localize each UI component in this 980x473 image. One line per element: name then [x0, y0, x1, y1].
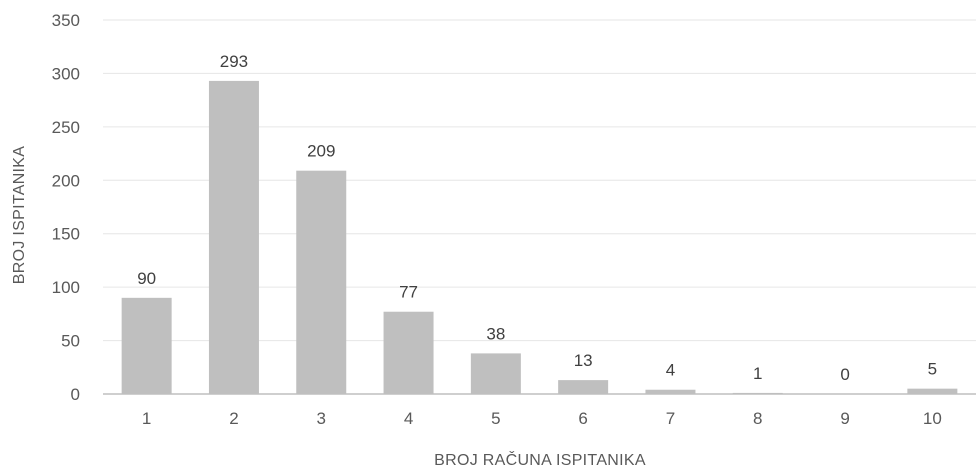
x-axis-title: BROJ RAČUNA ISPITANIKA — [434, 450, 646, 469]
bar — [645, 389, 696, 394]
data-label: 77 — [399, 283, 418, 302]
y-tick-label: 200 — [52, 171, 80, 190]
x-tick-label: 5 — [491, 409, 500, 428]
data-label: 38 — [486, 324, 505, 343]
data-label: 209 — [307, 142, 335, 161]
y-tick-label: 150 — [52, 225, 80, 244]
data-label: 1 — [753, 364, 762, 383]
bar — [383, 311, 434, 394]
x-tick-label: 6 — [578, 409, 587, 428]
x-tick-label: 7 — [666, 409, 675, 428]
x-tick-label: 2 — [229, 409, 238, 428]
data-label: 4 — [666, 361, 675, 380]
data-label: 0 — [840, 365, 849, 384]
bar — [208, 80, 259, 394]
data-label: 90 — [137, 269, 156, 288]
x-tick-labels: 1 2 3 4 5 6 7 8 9 10 — [142, 409, 942, 428]
y-tick-label: 350 — [52, 11, 80, 30]
bar — [296, 170, 347, 394]
bar — [558, 380, 609, 394]
x-tick-label: 1 — [142, 409, 151, 428]
x-tick-label: 10 — [923, 409, 942, 428]
x-tick-label: 3 — [317, 409, 326, 428]
data-labels: 90 293 209 77 38 13 4 1 0 5 — [137, 52, 937, 384]
bar — [470, 353, 521, 394]
y-tick-label: 100 — [52, 278, 80, 297]
y-tick-labels: 0 50 100 150 200 250 300 350 — [52, 11, 80, 404]
y-axis-title: BROJ ISPITANIKA — [11, 146, 28, 284]
y-tick-label: 50 — [61, 332, 80, 351]
x-tick-label: 4 — [404, 409, 413, 428]
data-label: 293 — [220, 52, 248, 71]
bar — [907, 388, 958, 394]
x-tick-label: 8 — [753, 409, 762, 428]
x-tick-label: 9 — [840, 409, 849, 428]
y-tick-label: 250 — [52, 118, 80, 137]
data-label: 5 — [928, 360, 937, 379]
data-label: 13 — [574, 351, 593, 370]
y-tick-label: 300 — [52, 64, 80, 83]
bars — [121, 80, 958, 394]
y-tick-label: 0 — [71, 385, 80, 404]
bar — [121, 297, 172, 394]
